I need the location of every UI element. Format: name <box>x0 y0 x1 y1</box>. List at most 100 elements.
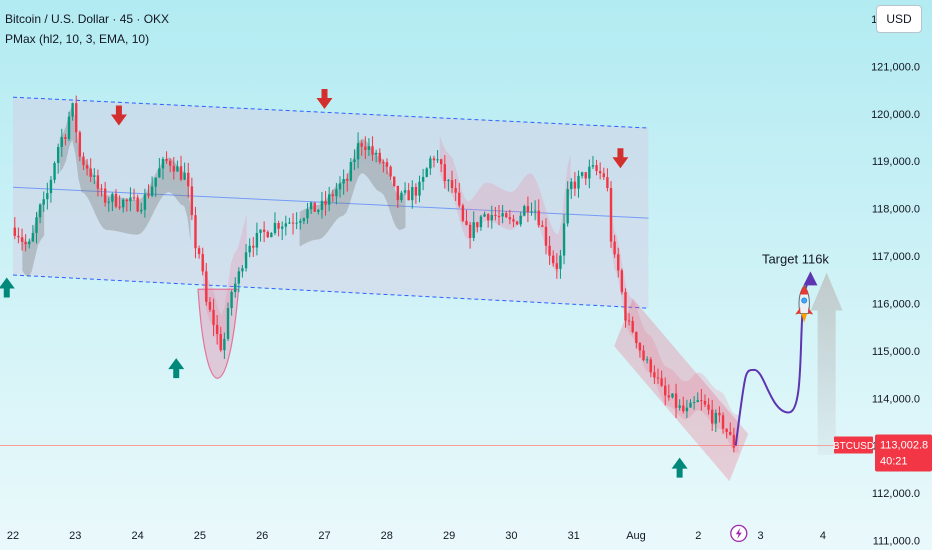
candle[interactable] <box>190 177 194 220</box>
candle[interactable] <box>374 149 378 163</box>
candle[interactable] <box>519 211 522 227</box>
candle[interactable] <box>280 221 284 241</box>
candle[interactable] <box>317 208 320 215</box>
candle[interactable] <box>150 176 154 198</box>
candle[interactable] <box>718 406 721 423</box>
candle[interactable] <box>42 191 45 212</box>
buy-signal-arrow-2[interactable] <box>168 358 185 379</box>
candle[interactable] <box>393 176 396 188</box>
candle[interactable] <box>309 201 313 214</box>
candle[interactable] <box>114 189 118 209</box>
candle[interactable] <box>389 165 392 181</box>
candle[interactable] <box>638 342 642 358</box>
candle[interactable] <box>270 232 273 238</box>
candle[interactable] <box>414 183 418 204</box>
candle[interactable] <box>223 332 226 359</box>
candle[interactable] <box>703 394 707 408</box>
candle[interactable] <box>161 156 165 180</box>
candle[interactable] <box>215 314 219 345</box>
candle[interactable] <box>566 181 569 227</box>
candle[interactable] <box>205 263 208 306</box>
candle[interactable] <box>103 181 107 207</box>
candle[interactable] <box>31 225 35 243</box>
candle[interactable] <box>635 331 638 349</box>
candle[interactable] <box>100 184 103 197</box>
candle[interactable] <box>526 196 530 223</box>
candle[interactable] <box>512 214 515 228</box>
candle[interactable] <box>168 158 172 173</box>
candle[interactable] <box>692 396 696 410</box>
candle[interactable] <box>13 217 17 240</box>
candle[interactable] <box>356 132 360 169</box>
candle[interactable] <box>602 167 605 180</box>
candle[interactable] <box>562 214 566 265</box>
candle[interactable] <box>273 212 277 236</box>
candle[interactable] <box>559 249 562 279</box>
candle[interactable] <box>313 202 316 212</box>
candle[interactable] <box>46 182 49 210</box>
channel-upper-line[interactable] <box>12 96 649 129</box>
candle[interactable] <box>75 95 78 143</box>
candle[interactable] <box>664 377 667 406</box>
candle[interactable] <box>125 198 129 212</box>
candle[interactable] <box>96 169 100 197</box>
candle[interactable] <box>378 148 381 165</box>
candle[interactable] <box>725 428 728 439</box>
candle[interactable] <box>136 194 139 213</box>
candle[interactable] <box>226 302 230 341</box>
candle[interactable] <box>613 235 616 258</box>
candle[interactable] <box>107 197 110 212</box>
candle[interactable] <box>143 188 147 218</box>
candle[interactable] <box>541 220 544 228</box>
candle[interactable] <box>346 173 349 192</box>
candle[interactable] <box>284 215 288 236</box>
candle[interactable] <box>49 176 53 203</box>
candle[interactable] <box>707 398 710 415</box>
candle[interactable] <box>642 345 645 362</box>
candle[interactable] <box>349 157 353 182</box>
candle[interactable] <box>129 187 132 212</box>
candle[interactable] <box>649 357 652 378</box>
candle[interactable] <box>385 158 389 175</box>
candle[interactable] <box>89 158 92 183</box>
candle[interactable] <box>295 212 298 230</box>
candle[interactable] <box>147 184 150 199</box>
candle[interactable] <box>570 177 573 199</box>
candle[interactable] <box>85 159 89 176</box>
buy-signal-arrow-3[interactable] <box>671 457 688 478</box>
candle[interactable] <box>595 159 598 176</box>
sell-signal-arrow-3[interactable] <box>612 148 629 169</box>
sell-signal-arrow-1[interactable] <box>110 105 127 126</box>
sell-signal-arrow-2[interactable] <box>316 88 333 109</box>
candle[interactable] <box>548 236 551 265</box>
candle[interactable] <box>403 182 407 195</box>
candle[interactable] <box>35 211 38 244</box>
candle[interactable] <box>237 267 241 293</box>
candle[interactable] <box>627 313 631 326</box>
candle[interactable] <box>324 191 327 216</box>
candle[interactable] <box>342 169 345 195</box>
candle[interactable] <box>407 183 410 201</box>
candle[interactable] <box>732 427 736 453</box>
candle[interactable] <box>291 213 295 235</box>
candle[interactable] <box>660 370 663 388</box>
candle[interactable] <box>617 247 620 278</box>
candle[interactable] <box>53 161 56 184</box>
candle[interactable] <box>82 152 85 170</box>
candle[interactable] <box>530 202 533 216</box>
candle[interactable] <box>400 190 403 203</box>
projection-curve[interactable] <box>734 282 809 446</box>
candle[interactable] <box>696 392 699 403</box>
candle[interactable] <box>277 220 280 237</box>
candle[interactable] <box>248 238 251 258</box>
candle[interactable] <box>555 253 559 279</box>
candle[interactable] <box>411 180 414 209</box>
candle[interactable] <box>580 171 584 179</box>
candle[interactable] <box>183 162 186 181</box>
candle[interactable] <box>118 195 121 210</box>
candle[interactable] <box>360 140 363 156</box>
candle[interactable] <box>382 159 385 173</box>
candle[interactable] <box>486 213 490 228</box>
candle[interactable] <box>653 365 656 385</box>
candle[interactable] <box>60 128 63 157</box>
